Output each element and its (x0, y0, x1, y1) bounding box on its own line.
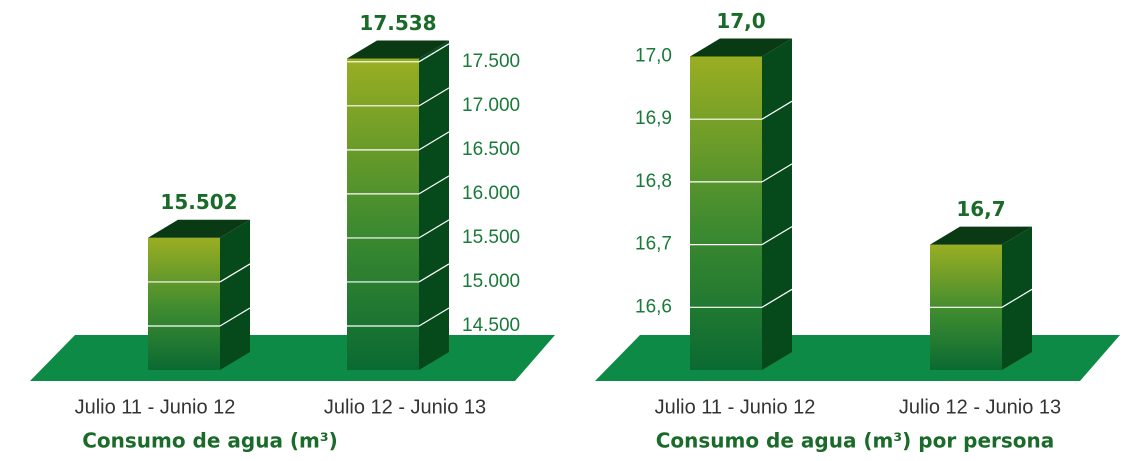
grid-line (1001, 288, 1033, 308)
floor (595, 335, 1120, 381)
bar-top (930, 226, 1032, 245)
x-tick-label: Julio 12 - Junio 13 (899, 396, 1061, 418)
grid-line (761, 288, 793, 308)
grid-line (418, 131, 450, 151)
y-tick-label: 15.500 (462, 227, 520, 248)
bar (690, 56, 762, 370)
y-tick-label: 15.000 (462, 271, 520, 292)
y-tick-label: 16,6 (635, 296, 672, 317)
value-label: 15.502 (160, 190, 237, 214)
y-tick-label: 17.000 (462, 95, 520, 116)
bar-top (347, 40, 449, 59)
grid-line (761, 163, 793, 183)
y-tick-label: 16,8 (635, 171, 672, 192)
bar-top (148, 219, 250, 238)
value-label: 17.538 (359, 11, 436, 35)
grid-line (418, 263, 450, 283)
y-tick-label: 17,0 (635, 46, 672, 67)
grid-line (418, 307, 450, 327)
y-tick-label: 16,7 (635, 234, 672, 255)
grid-line (418, 87, 450, 107)
y-tick-label: 16,9 (635, 108, 672, 129)
bar-side (762, 38, 792, 370)
y-tick-label: 16.500 (462, 139, 520, 160)
value-label: 16,7 (956, 197, 1005, 221)
chart-title: Consumo de agua (m³) (82, 429, 338, 453)
grid-line (418, 219, 450, 239)
grid-line (418, 175, 450, 195)
grid-line (219, 263, 251, 283)
bar (347, 58, 419, 371)
x-tick-label: Julio 12 - Junio 13 (324, 396, 486, 418)
y-tick-label: 14.500 (462, 315, 520, 336)
y-tick-label: 16.000 (462, 183, 520, 204)
chart-title: Consumo de agua (m³) por persona (656, 429, 1055, 453)
floor (30, 335, 555, 381)
bar-side (419, 40, 449, 371)
y-tick-label: 17.500 (462, 51, 520, 72)
grid-line (418, 43, 450, 63)
grid-line (761, 100, 793, 120)
x-tick-label: Julio 11 - Junio 12 (75, 396, 236, 418)
bar-side (220, 219, 250, 370)
bar (148, 237, 220, 370)
value-label: 17,0 (716, 9, 765, 33)
grid-line (761, 226, 793, 246)
x-tick-label: Julio 11 - Junio 12 (655, 396, 816, 418)
bar-top (690, 38, 792, 57)
grid-line (219, 307, 251, 327)
